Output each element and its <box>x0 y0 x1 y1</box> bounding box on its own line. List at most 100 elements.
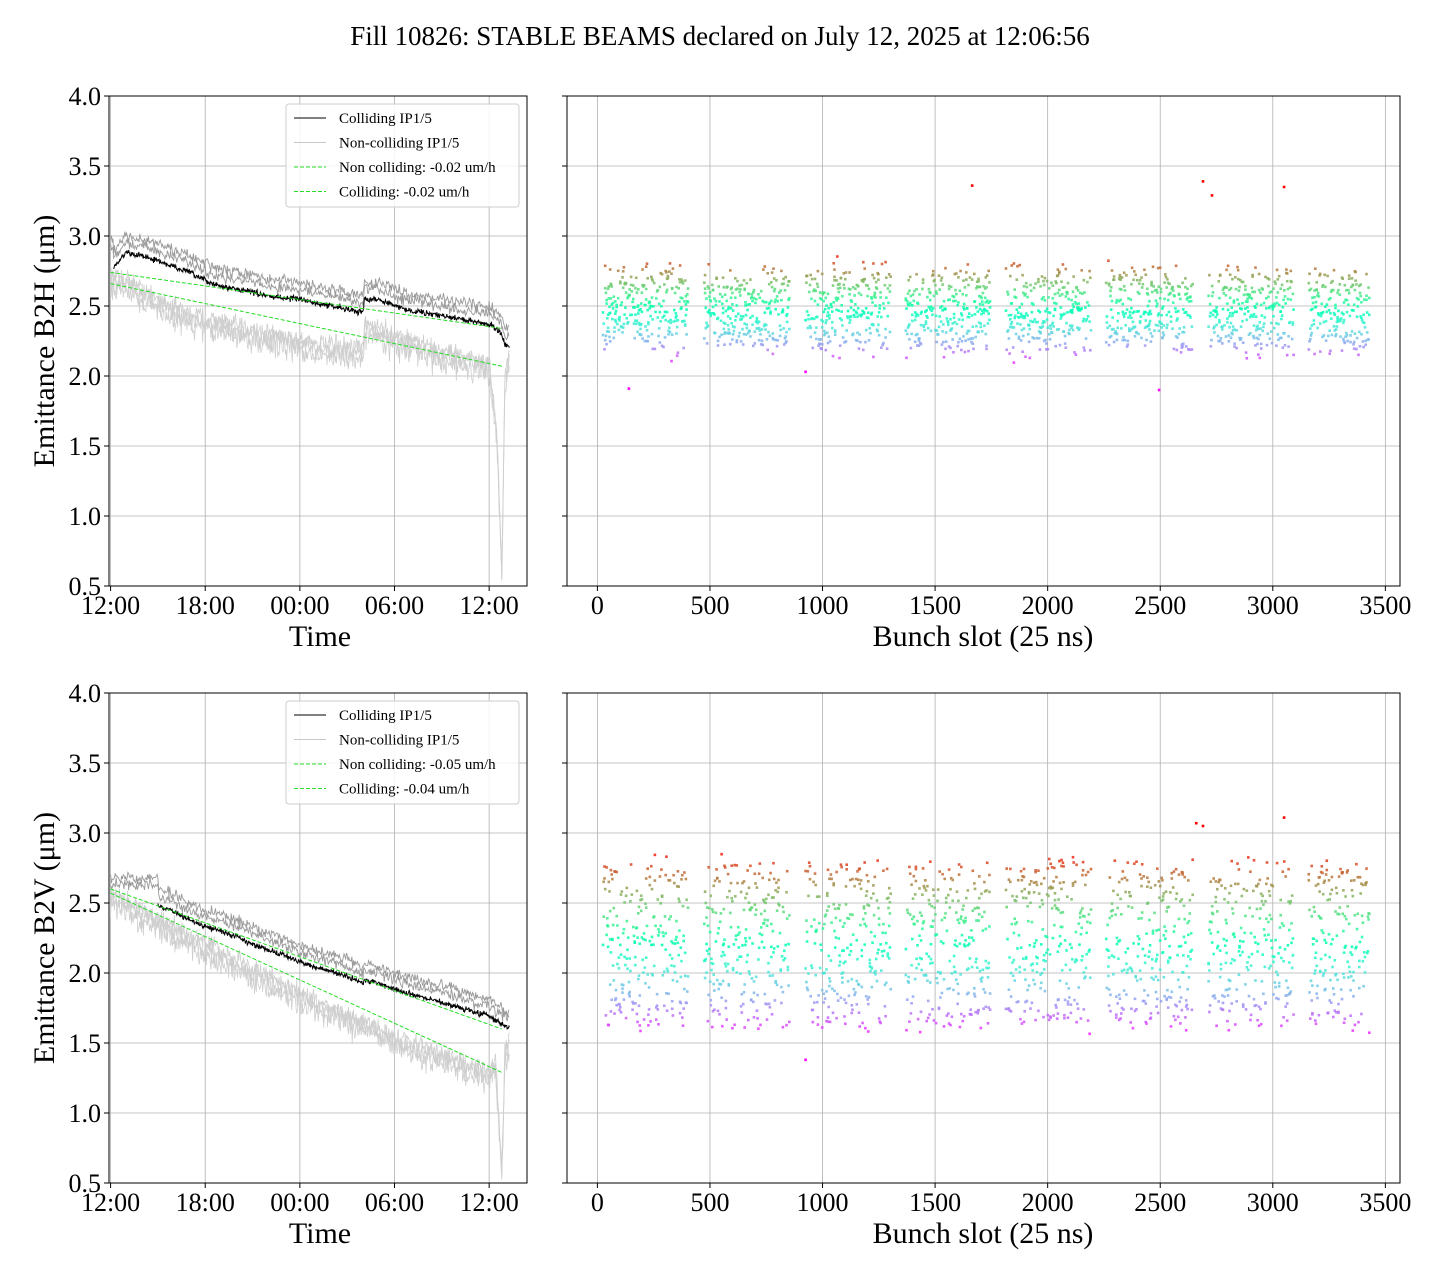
bunch-point <box>608 340 612 343</box>
bunch-point <box>1236 268 1240 272</box>
bunch-point <box>728 889 731 893</box>
bunch-point <box>952 988 955 992</box>
bunch-point <box>1173 294 1176 298</box>
bunch-point <box>725 299 728 303</box>
bunch-point <box>1330 333 1334 337</box>
bunch-point <box>1345 917 1348 921</box>
bunch-point <box>736 881 739 885</box>
bunch-point <box>1240 307 1244 311</box>
bunch-point <box>744 304 747 307</box>
bunch-point <box>1071 884 1075 887</box>
bunch-point <box>1176 336 1179 339</box>
bunch-point <box>974 1010 977 1014</box>
bunch-point <box>1170 990 1174 994</box>
bunch-point <box>1138 278 1142 282</box>
bunch-point <box>1080 269 1083 272</box>
bunch-point <box>1358 876 1362 879</box>
bunch-point <box>1221 1008 1225 1012</box>
bunch-point <box>681 297 684 300</box>
bunch-point <box>703 273 707 277</box>
bunch-point <box>1290 280 1293 284</box>
bunch-point <box>1004 1007 1008 1011</box>
bunch-point <box>1258 333 1262 337</box>
bunch-point <box>868 965 872 968</box>
bunch-point <box>955 944 959 948</box>
bunch-point <box>1023 968 1026 971</box>
bunch-point <box>934 283 937 287</box>
bunch-point <box>905 307 908 310</box>
bunch-point <box>1071 303 1075 306</box>
bunch-point <box>864 340 867 344</box>
bunch-point <box>882 341 885 345</box>
bunch-point <box>1152 978 1155 981</box>
bunch-point <box>1116 906 1119 910</box>
bunch-point <box>1253 1004 1256 1008</box>
bunch-point <box>1214 895 1218 899</box>
bunch-point <box>1124 312 1127 315</box>
y-ticks: 0.51.01.52.02.53.03.54.0 <box>69 679 109 1198</box>
bunch-point <box>1353 288 1357 292</box>
bunch-point <box>619 893 623 896</box>
bunch-point <box>1162 975 1166 979</box>
bunch-point <box>684 877 688 881</box>
bunch-point <box>918 293 921 296</box>
bunch-point <box>659 924 662 928</box>
bunch-point <box>1234 310 1237 313</box>
bunch-point <box>710 957 713 961</box>
bunch-point <box>1128 310 1132 314</box>
bunch-point <box>652 943 655 946</box>
y-tick-label: 1.0 <box>69 1099 102 1128</box>
bunch-point <box>1222 937 1226 941</box>
bunch-point <box>1231 332 1234 336</box>
bunch-point <box>804 869 807 873</box>
bunch-point <box>1332 987 1335 990</box>
bunch-point <box>1063 1016 1066 1020</box>
bunch-point <box>836 992 839 996</box>
bunch-point <box>1310 915 1313 918</box>
bunch-point <box>1156 978 1160 982</box>
bunch-point <box>1265 861 1269 864</box>
bunch-point <box>1260 980 1264 983</box>
bunch-point <box>1218 319 1221 322</box>
bunch-point <box>727 945 731 948</box>
bunch-point <box>1185 964 1189 968</box>
bunch-point <box>772 896 775 899</box>
bunch-point <box>841 971 845 974</box>
bunch-point <box>1267 933 1270 937</box>
bunch-point <box>809 995 812 998</box>
bunch-point <box>818 342 822 346</box>
bunch-point <box>1064 346 1068 349</box>
bunch-point <box>750 977 754 980</box>
bunch-point <box>669 321 672 325</box>
bunch-point <box>1081 914 1085 918</box>
bunch-point <box>984 1005 988 1009</box>
bunch-point <box>1060 858 1063 862</box>
bunch-point <box>750 906 754 909</box>
bunch-point <box>779 969 782 973</box>
bunch-point <box>644 325 647 328</box>
bunch-point <box>628 990 631 994</box>
bunch-point <box>1333 1009 1337 1012</box>
bunch-point <box>1143 268 1146 272</box>
bunch-point <box>1284 875 1287 878</box>
bunch-point <box>668 270 671 273</box>
bunch-point <box>843 341 846 344</box>
bunch-point <box>788 296 791 300</box>
bunch-point <box>770 945 773 949</box>
bunch-point <box>833 268 836 271</box>
bunch-point <box>872 971 876 974</box>
bunch-point <box>867 311 870 314</box>
x-tick-label: 06:00 <box>365 1188 424 1217</box>
bunch-point <box>765 924 769 928</box>
bunch-point <box>736 312 740 316</box>
bunch-point <box>1040 297 1044 301</box>
bunch-point <box>723 343 726 346</box>
bunch-point <box>847 287 851 291</box>
bunch-point <box>1326 274 1329 278</box>
bunch-point <box>1086 920 1089 924</box>
bunch-point <box>1237 302 1241 306</box>
bunch-point <box>883 983 887 987</box>
bunch-point <box>733 863 736 867</box>
bunch-point <box>867 1002 870 1006</box>
bunch-point <box>1042 279 1045 283</box>
